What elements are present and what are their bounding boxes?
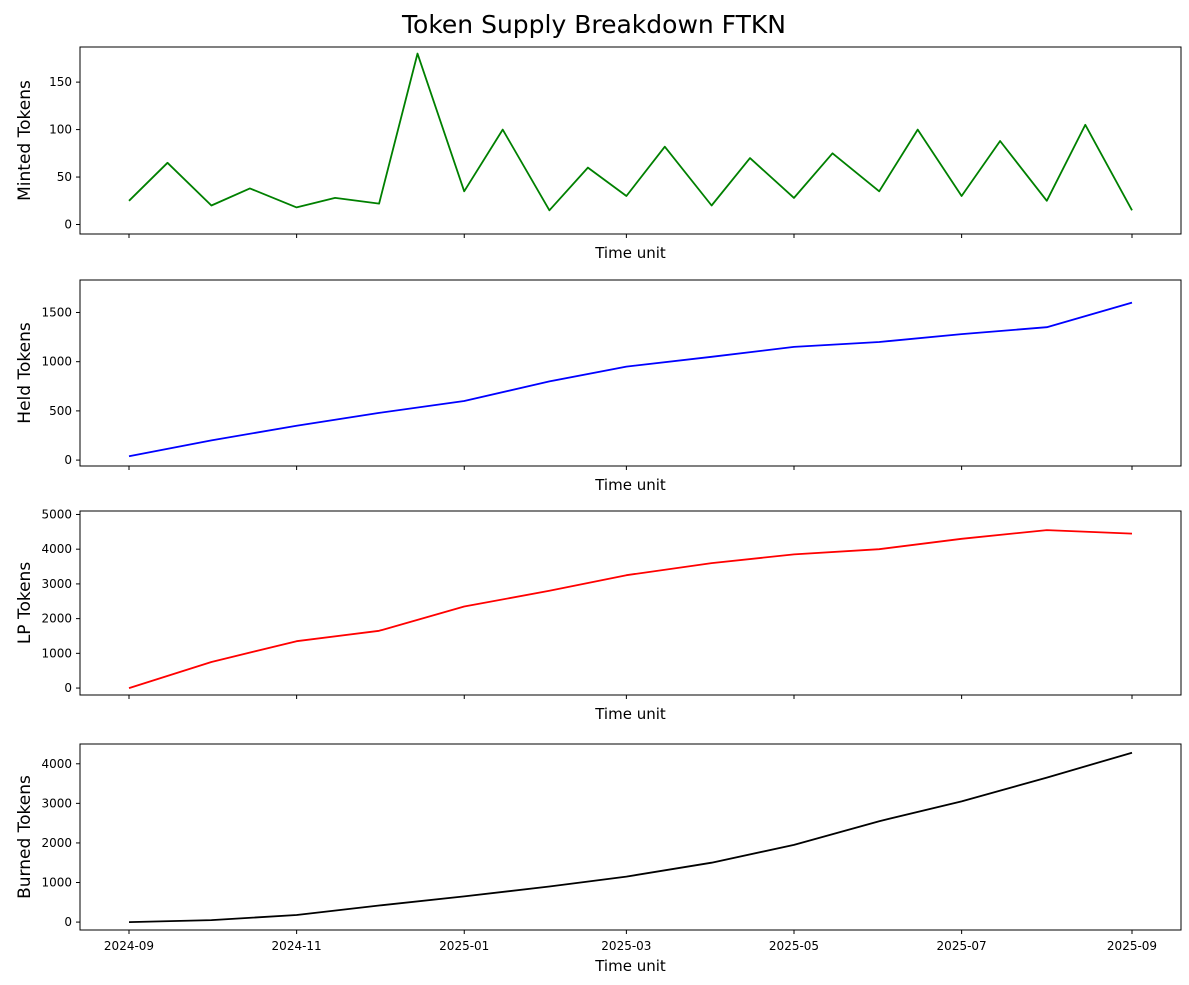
y-tick-label: 0 (64, 915, 72, 929)
chart-title: Token Supply Breakdown FTKN (401, 10, 786, 39)
x-axis-label: Time unit (594, 957, 666, 975)
y-tick-label: 1500 (41, 305, 72, 319)
panel-4: 0 1000 2000 3000 4000 2024-09 2024-11 2025-01 20… (15, 743, 1182, 975)
x-tick-label: 2025-03 (601, 939, 651, 953)
panel-1: 0 50 100 150 Time unit Minted Tokens (15, 46, 1182, 262)
y-tick-label: 3000 (41, 577, 72, 591)
y-tick-label: 4000 (41, 542, 72, 556)
y-tick-label: 4000 (41, 757, 72, 771)
axes-frame (79, 510, 1182, 696)
y-axis-label: Minted Tokens (15, 80, 35, 201)
y-tick-label: 2000 (41, 612, 72, 626)
x-axis-label: Time unit (594, 476, 666, 494)
y-tick-label: 500 (49, 404, 72, 418)
panel-2: 0 500 1000 1500 Time unit Held Tokens (15, 279, 1182, 494)
y-axis-label: LP Tokens (15, 562, 35, 644)
x-tick-label: 2024-11 (272, 939, 322, 953)
x-tick-label: 2025-01 (439, 939, 489, 953)
x-tick-label: 2025-09 (1107, 939, 1157, 953)
series-line-3 (128, 529, 1133, 689)
y-axis-label: Burned Tokens (15, 775, 35, 899)
x-tick-label: 2024-09 (104, 939, 154, 953)
y-tick-label: 150 (49, 75, 72, 89)
y-tick-label: 3000 (41, 796, 72, 810)
y-tick-label: 1000 (41, 355, 72, 369)
axes-frame (79, 743, 1182, 931)
x-tick-label: 2025-07 (937, 939, 987, 953)
series-line-2 (128, 301, 1133, 458)
y-tick-label: 0 (64, 453, 72, 467)
panel-3: 0 1000 2000 3000 4000 5000 Time unit LP Tokens (15, 507, 1182, 723)
y-axis-label: Held Tokens (15, 322, 35, 424)
y-tick-label: 50 (57, 170, 72, 184)
axes-frame (79, 279, 1182, 467)
panels: 0 50 100 150 Time unit Minted Tokens 0 500 1000 1… (15, 46, 1182, 975)
y-tick-label: 100 (49, 123, 72, 137)
series-line-4 (128, 751, 1133, 923)
x-axis-label: Time unit (594, 244, 666, 262)
axes-frame (79, 46, 1182, 235)
y-tick-label: 2000 (41, 836, 72, 850)
y-tick-label: 1000 (41, 646, 72, 660)
y-tick-label: 1000 (41, 876, 72, 890)
y-tick-label: 0 (64, 218, 72, 232)
y-tick-label: 0 (64, 681, 72, 695)
y-tick-label: 5000 (41, 507, 72, 521)
x-tick-label: 2025-05 (769, 939, 819, 953)
x-axis-label: Time unit (594, 705, 666, 723)
series-line-1 (128, 52, 1133, 212)
